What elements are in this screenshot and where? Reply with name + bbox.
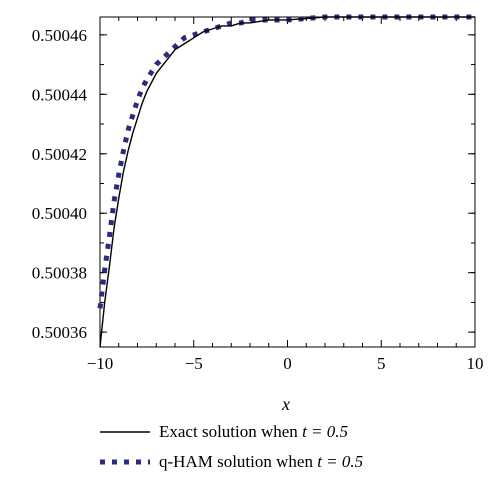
x-tick-label: −10 — [87, 354, 114, 373]
plot-border — [99, 16, 476, 348]
legend-label: Exact solution when t = 0.5 — [159, 422, 348, 441]
y-tick-label: 0.50040 — [32, 204, 87, 223]
y-tick-label: 0.50046 — [32, 26, 87, 45]
y-tick-label: 0.50042 — [32, 145, 87, 164]
x-axis-label: x — [281, 394, 290, 414]
legend-item-qham: q-HAM solution when t = 0.5 — [100, 452, 363, 471]
legend-label: q-HAM solution when t = 0.5 — [159, 452, 363, 471]
y-tick-label: 0.50044 — [32, 85, 88, 104]
y-tick-label: 0.50038 — [32, 264, 87, 283]
series-layer — [97, 14, 475, 348]
x-tick-label: 10 — [467, 354, 484, 373]
x-axis: −10 −5 0 5 10 — [87, 17, 484, 373]
y-tick-label: 0.50036 — [32, 323, 87, 342]
series-qham-line — [97, 14, 475, 309]
x-tick-label: −5 — [185, 354, 203, 373]
y-axis: 0.50036 0.50038 0.50040 0.50042 0.50044 0.500… — [32, 26, 475, 342]
legend-item-exact: Exact solution when t = 0.5 — [100, 422, 348, 441]
legend: Exact solution when t = 0.5 q-HAM solutio… — [100, 422, 363, 471]
x-tick-label: 5 — [377, 354, 386, 373]
series-exact-line — [99, 16, 475, 348]
plot-frame — [99, 16, 476, 348]
x-tick-label: 0 — [283, 354, 292, 373]
